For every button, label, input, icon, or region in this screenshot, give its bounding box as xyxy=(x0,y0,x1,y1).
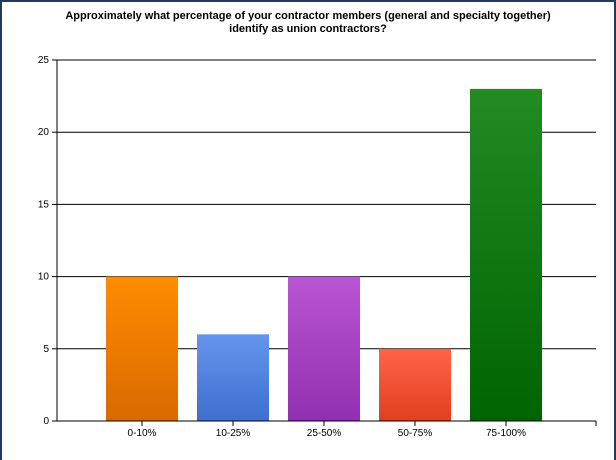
chart-title-line-2: identify as union contractors? xyxy=(229,23,387,35)
bars xyxy=(106,88,542,421)
y-tick-label: 15 xyxy=(38,199,50,210)
bar-10-25% xyxy=(197,334,269,421)
x-tick-label: 25-50% xyxy=(307,428,342,439)
y-tick-label: 20 xyxy=(38,127,50,138)
chart-title: Approximately what percentage of your co… xyxy=(20,10,596,36)
bar-50-75% xyxy=(379,348,451,421)
bar-75-100% xyxy=(470,88,542,421)
x-tick-label: 50-75% xyxy=(398,428,433,439)
bar-25-50% xyxy=(288,276,360,421)
x-tick-label: 0-10% xyxy=(128,428,157,439)
y-tick-label: 0 xyxy=(43,416,49,427)
chart-title-line-1: Approximately what percentage of your co… xyxy=(65,10,551,22)
x-tick-label: 75-100% xyxy=(486,428,526,439)
bar-0-10% xyxy=(106,276,178,421)
y-tick-label: 25 xyxy=(38,55,50,66)
axes: 0 5 10 15 20 25 0-10% 10-25% 25-50% 50-75% 75-100% xyxy=(38,55,597,439)
y-tick-label: 5 xyxy=(43,344,49,355)
y-tick-label: 10 xyxy=(38,272,50,283)
x-tick-label: 10-25% xyxy=(216,428,251,439)
